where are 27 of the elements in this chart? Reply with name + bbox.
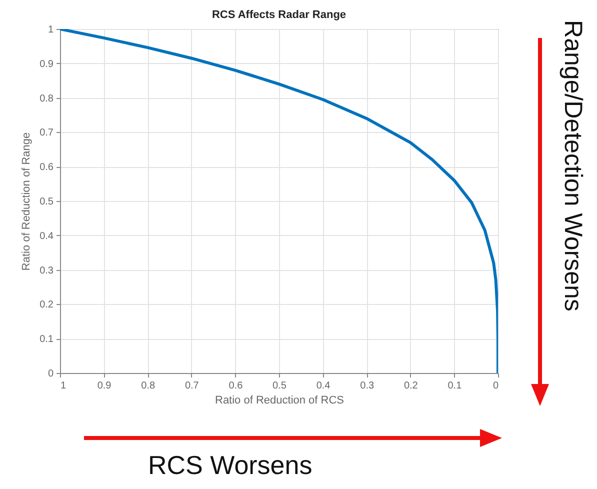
x-tick-label: 0.3: [360, 380, 374, 392]
x-tick-label: 0.1: [448, 380, 462, 392]
y-tick-label: 0.9: [40, 58, 54, 70]
chart-title: RCS Affects Radar Range: [212, 9, 346, 21]
text: RCS Worsens: [148, 450, 312, 481]
y-tick-label: 0.8: [40, 93, 54, 104]
text: Range/Detection Worsens: [558, 20, 587, 312]
x-tick-label: 0: [492, 380, 499, 392]
x-tick-label: 0.7: [184, 380, 200, 392]
x-tick-label: 0.8: [141, 380, 156, 392]
y-tick-label: 0.1: [40, 334, 54, 346]
x-tick-label: 0.5: [272, 380, 287, 392]
y-tick-label: 0.7: [40, 128, 54, 139]
x-axis-title: Ratio of Reduction of RCS: [214, 394, 344, 406]
x-tick-label: 1: [60, 380, 66, 392]
x-tick-label: 0.6: [228, 380, 244, 392]
x-tick-label: 0.4: [316, 380, 331, 392]
y-tick-label: 0.6: [40, 162, 54, 174]
y-tick-label: 0.2: [40, 300, 54, 311]
y-tick-label: 0.3: [40, 265, 54, 276]
y-axis-title: Ratio of Reduction of Range: [20, 132, 33, 271]
y-tick-label: 1: [48, 24, 54, 36]
y-tick-label: 0.4: [40, 230, 54, 242]
x-tick-label: 0.9: [97, 380, 112, 392]
y-tick-label: 0: [48, 368, 54, 380]
x-tick-label: 0.2: [404, 380, 418, 392]
y-tick-label: 0.5: [40, 196, 54, 208]
